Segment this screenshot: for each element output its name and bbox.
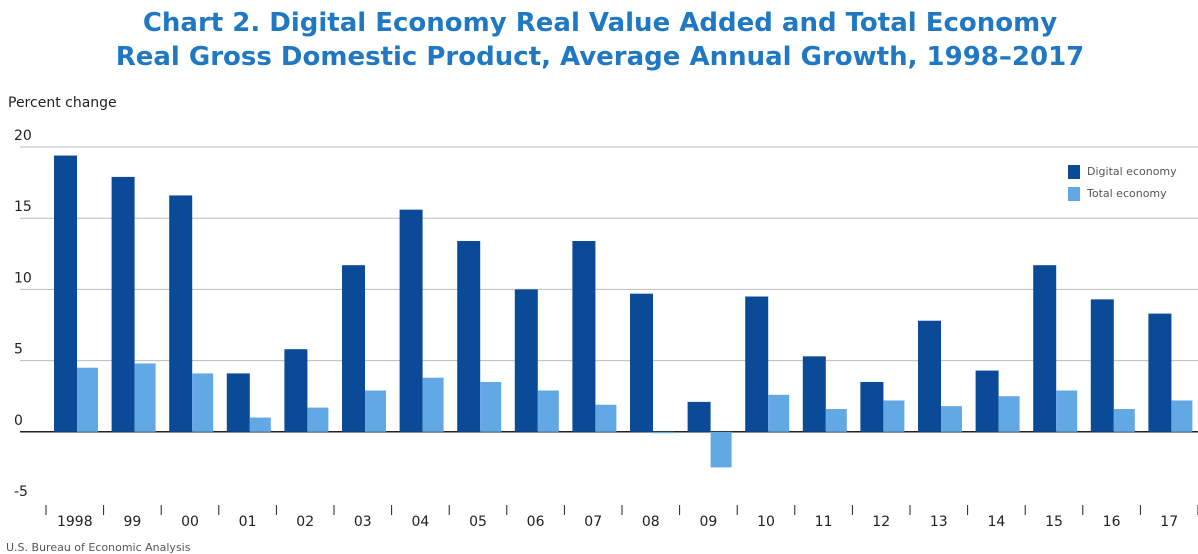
y-tick-label: 5 (14, 342, 23, 358)
legend-swatch (1068, 187, 1080, 201)
bar (514, 289, 538, 432)
bar (687, 401, 711, 432)
bar (480, 381, 502, 432)
bar (134, 363, 156, 432)
y-tick-label: -5 (14, 484, 28, 500)
x-tick-label: 02 (296, 514, 314, 530)
x-tick-label: 01 (239, 514, 257, 530)
bar (941, 406, 962, 432)
x-tick-label: 11 (815, 514, 833, 530)
bar (192, 373, 214, 432)
x-tick-label: 09 (699, 514, 717, 530)
bar (77, 367, 98, 432)
bar (111, 176, 135, 432)
bar (825, 409, 847, 432)
x-tick-label: 14 (987, 514, 1005, 530)
bar (1090, 299, 1114, 432)
bar (1033, 265, 1057, 432)
x-tick-label: 16 (1103, 514, 1121, 530)
legend-label: Total economy (1086, 187, 1167, 200)
bar (537, 390, 559, 432)
bar (457, 240, 481, 432)
x-tick-label: 10 (757, 514, 775, 530)
bar (1148, 313, 1172, 432)
x-tick-label: 03 (354, 514, 372, 530)
y-tick-label: 0 (14, 413, 23, 429)
y-tick-label: 10 (14, 270, 32, 286)
x-tick-label: 15 (1045, 514, 1063, 530)
bar (860, 381, 884, 432)
x-tick-label: 06 (527, 514, 545, 530)
y-tick-label: 20 (14, 128, 32, 144)
bar (1113, 409, 1135, 432)
source: U.S. Bureau of Economic Analysis (6, 541, 191, 554)
legend-label: Digital economy (1087, 165, 1177, 178)
bar (768, 394, 790, 432)
x-tick-label: 08 (642, 514, 660, 530)
bar (365, 390, 386, 432)
x-tick-label: 1998 (57, 514, 93, 530)
x-tick-label: 07 (584, 514, 602, 530)
bar (226, 373, 250, 432)
x-tick-label: 00 (181, 514, 199, 530)
bar (653, 431, 674, 434)
bar (54, 155, 77, 432)
bar (249, 417, 271, 432)
bar (399, 209, 423, 432)
x-tick-label: 17 (1160, 514, 1178, 530)
bar (710, 431, 732, 468)
x-tick-label: 13 (930, 514, 948, 530)
x-tick-label: 99 (123, 514, 141, 530)
bar (422, 377, 444, 432)
bar (802, 356, 826, 432)
bar (918, 320, 941, 432)
bar (342, 265, 365, 432)
chart-title: Chart 2. Digital Economy Real Value Adde… (115, 8, 1085, 72)
legend-swatch (1068, 165, 1080, 179)
x-tick-label: 04 (411, 514, 429, 530)
bar (307, 407, 329, 432)
y-tick-label: 15 (14, 199, 32, 215)
x-tick-label: 05 (469, 514, 487, 530)
bar (1056, 390, 1078, 432)
bar (284, 349, 308, 432)
bar (745, 296, 769, 432)
bar (630, 293, 653, 432)
bar (883, 400, 905, 432)
bar (975, 370, 999, 432)
bar (998, 396, 1020, 432)
bar (572, 240, 596, 432)
bar (169, 195, 193, 432)
x-tick-label: 12 (872, 514, 890, 530)
bar (595, 404, 617, 432)
bar (1171, 400, 1193, 432)
y-axis-label: Percent change (8, 95, 117, 111)
